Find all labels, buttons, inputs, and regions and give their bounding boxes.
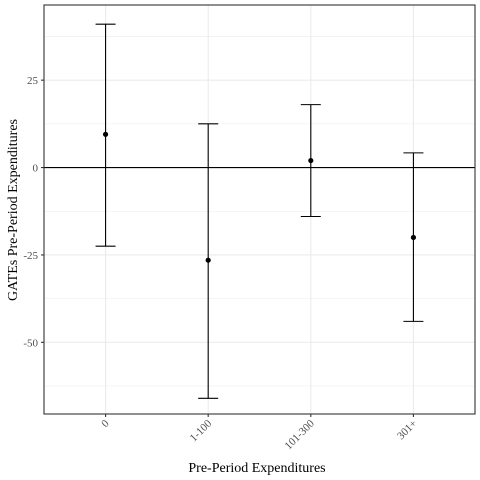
minor-gridlines: [44, 36, 475, 387]
point-0: [102, 131, 109, 137]
y-tick-label: 25: [27, 75, 39, 87]
point-1-100: [205, 257, 211, 263]
y-axis-title: GATEs Pre-Period Expenditures: [6, 119, 21, 301]
point-101-300: [308, 157, 314, 164]
y-tick-label: -50: [23, 337, 38, 349]
y-axis-ticks: -50 -25 0 25: [23, 75, 44, 349]
point-estimates: [102, 131, 417, 263]
y-tick-label: 0: [33, 163, 39, 175]
panel-border: [43, 4, 476, 415]
y-tick-label: -25: [23, 250, 38, 262]
x-axis-title: Pre-Period Expenditures: [188, 461, 325, 476]
point-301+: [410, 234, 417, 241]
